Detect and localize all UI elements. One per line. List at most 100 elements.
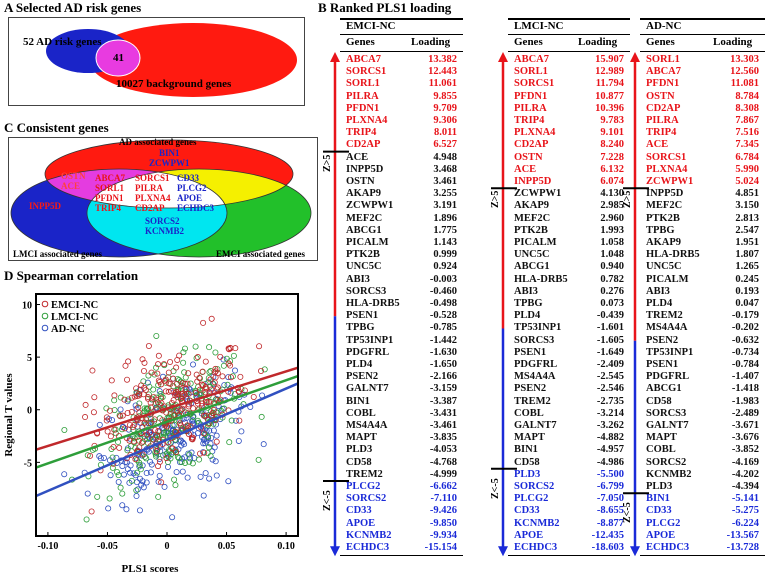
- table-head-rule: [508, 51, 630, 52]
- scatter-point: [111, 392, 118, 399]
- legend-marker: [41, 300, 49, 308]
- panel-c-title: C Consistent genes: [4, 120, 109, 135]
- scatter-point: [200, 440, 207, 447]
- scatter-point: [209, 456, 216, 463]
- scatter-point: [181, 369, 188, 376]
- scatter-point: [199, 400, 206, 407]
- gene-loading: -12.435: [591, 529, 624, 541]
- scatter-point: [124, 376, 131, 383]
- gene-loading: 1.951: [735, 237, 759, 248]
- fit-line: [35, 366, 299, 451]
- gene-name: TREM2: [514, 395, 551, 407]
- gene-name: MEF2C: [514, 212, 551, 224]
- scatter-point: [169, 445, 176, 452]
- gene-name: COBL: [646, 444, 676, 456]
- gene-loading: -0.785: [429, 322, 457, 334]
- y-tick-label: 0: [27, 406, 32, 417]
- scatter-point: [235, 388, 242, 395]
- scatter-point: [193, 371, 200, 378]
- gene-name: TRIP4: [514, 115, 545, 126]
- gene-loading: -0.784: [731, 359, 759, 370]
- gene-loading: 1.775: [433, 224, 457, 236]
- gene-name: PILRA: [646, 115, 679, 126]
- gene-loading: -2.409: [596, 359, 624, 370]
- gene-loading: 11.061: [428, 78, 457, 90]
- gene-loading: -9.850: [429, 517, 457, 529]
- scatter-point: [94, 493, 101, 500]
- scatter-point: [140, 391, 147, 398]
- scatter-point: [133, 405, 140, 412]
- gene-name: TPBG: [514, 298, 543, 309]
- gene-name: HLA-DRB5: [346, 298, 400, 309]
- gene-loading: 3.461: [433, 176, 457, 187]
- scatter-point: [61, 471, 68, 478]
- scatter-point: [208, 315, 215, 322]
- zneg-label: Z<-5: [490, 478, 501, 499]
- gene-loading: -6.662: [429, 481, 457, 492]
- legend-marker: [41, 312, 49, 320]
- scatter-point: [164, 463, 171, 470]
- scatter-point: [258, 413, 265, 420]
- gene-loading: 9.709: [433, 102, 457, 114]
- x-tick-label: -0.05: [97, 541, 118, 552]
- gene-name: ZCWPW1: [346, 200, 394, 212]
- gene-loading: -3.835: [429, 432, 457, 444]
- scatter-point: [117, 413, 124, 420]
- gene-name: ABCA7: [514, 54, 550, 65]
- gene-name: PLD4: [514, 310, 541, 322]
- down-arrow-head: [330, 546, 340, 557]
- scatter-point: [165, 459, 172, 466]
- y-tick-label: 5: [27, 353, 32, 364]
- gene-loading: 0.999: [433, 249, 457, 261]
- gene-loading: -4.394: [731, 481, 759, 492]
- scatter-point: [132, 456, 139, 463]
- gene-name: ABI3: [646, 285, 670, 297]
- scatter-point: [136, 400, 143, 407]
- scatter-point: [170, 375, 177, 382]
- gene-name: CD33: [514, 505, 540, 517]
- scatter-point: [188, 435, 195, 442]
- gene-loading: 1.058: [600, 237, 624, 248]
- gene-name: SORCS2: [514, 481, 555, 492]
- gene-name: PDGFRL: [646, 371, 690, 383]
- gene-loading: 5.990: [735, 163, 759, 175]
- scatter-point: [134, 434, 141, 441]
- scatter-point: [144, 394, 151, 401]
- scatter-point: [211, 444, 218, 451]
- gene-loading: -13.728: [726, 542, 759, 553]
- scatter-point: [181, 345, 188, 352]
- background-genes-ellipse: [89, 23, 297, 97]
- z-arrows: [623, 52, 649, 557]
- scatter-point: [202, 389, 209, 396]
- scatter-point: [134, 486, 141, 493]
- scatter-point: [210, 406, 217, 413]
- scatter-point: [145, 448, 152, 455]
- zpos-label: Z>5: [622, 190, 633, 209]
- scatter-point: [194, 417, 201, 424]
- scatter-point: [160, 434, 167, 441]
- gene-loading: -3.676: [731, 432, 759, 444]
- scatter-point: [107, 433, 114, 440]
- scatter-point: [141, 359, 148, 366]
- table-sub-rule: [340, 34, 463, 35]
- gene-name: PSEN2: [346, 371, 379, 383]
- scatter-point: [138, 439, 145, 446]
- scatter-point: [83, 516, 90, 523]
- gene-loading: 3.468: [433, 163, 457, 175]
- scatter-point: [178, 459, 185, 466]
- table-bottom-rule: [640, 555, 765, 557]
- gene-loading: -4.202: [731, 468, 759, 480]
- table-bottom-rule: [340, 555, 463, 557]
- scatter-point: [84, 452, 91, 459]
- scatter-point: [213, 438, 220, 445]
- gene-loading: -18.603: [591, 542, 624, 553]
- gene-loading: -7.050: [596, 493, 624, 505]
- gene-loading: 4.130: [600, 188, 624, 200]
- scatter-point: [199, 368, 206, 375]
- scatter-point: [261, 366, 268, 373]
- gene-loading: 11.794: [595, 78, 624, 90]
- scatter-point: [155, 352, 162, 359]
- gene-loading: 0.073: [600, 298, 624, 309]
- gene-name: TPBG: [646, 224, 675, 236]
- gene-name: MAPT: [514, 432, 545, 444]
